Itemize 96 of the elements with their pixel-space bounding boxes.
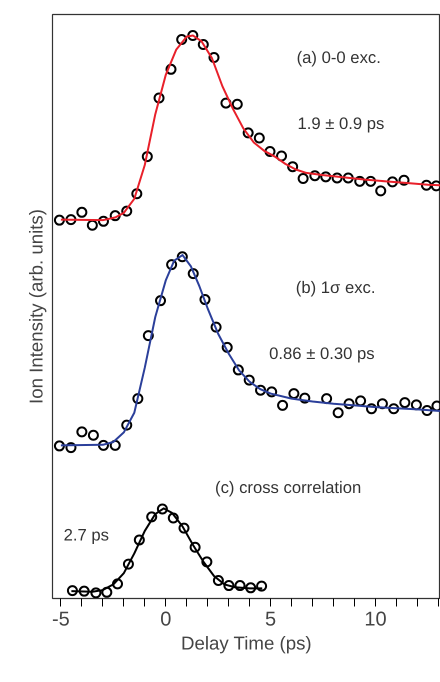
point (244, 374, 255, 386)
point (142, 151, 153, 162)
point (146, 511, 158, 522)
point (88, 430, 99, 441)
annotation: (a) 0-0 exc. (296, 48, 381, 67)
point (220, 98, 232, 109)
annotation: 1.9 ± 0.9 ps (297, 114, 384, 133)
point (298, 173, 309, 184)
point (332, 407, 344, 418)
point (110, 210, 121, 222)
point (399, 397, 410, 408)
point (187, 30, 198, 42)
point (201, 556, 212, 568)
point (321, 393, 332, 404)
point (276, 150, 288, 162)
point (299, 392, 310, 404)
point (121, 420, 132, 431)
point (422, 404, 433, 416)
point (208, 52, 220, 63)
point (264, 146, 276, 157)
point (342, 172, 354, 184)
point (354, 176, 366, 187)
point (66, 585, 78, 596)
point (76, 206, 88, 218)
point (166, 259, 178, 270)
point (398, 174, 410, 186)
x-tick-label: 0 (160, 608, 172, 630)
point (178, 522, 190, 534)
point (266, 386, 278, 398)
point (232, 98, 243, 110)
point (420, 180, 432, 191)
point (131, 188, 142, 200)
point (223, 580, 234, 592)
y-axis-title: Ion Intensity (arb. units) (26, 209, 46, 404)
point (122, 558, 134, 570)
point (65, 214, 76, 226)
annotation: 0.86 ± 0.30 ps (269, 344, 375, 364)
point (86, 220, 98, 231)
point (168, 512, 179, 524)
point (256, 580, 268, 592)
x-tick-label: 10 (364, 608, 387, 630)
point (245, 582, 256, 594)
point (277, 400, 288, 411)
point (132, 393, 144, 404)
annotation: 2.7 ps (64, 525, 109, 544)
point (165, 64, 176, 75)
point (344, 398, 355, 410)
point (242, 127, 254, 138)
point (156, 503, 168, 514)
point (198, 39, 209, 50)
point (78, 586, 90, 597)
point (54, 214, 65, 226)
point (255, 384, 266, 396)
point (222, 342, 233, 353)
point (232, 364, 244, 376)
point (376, 398, 388, 410)
point (134, 534, 145, 546)
point (386, 176, 398, 188)
point (210, 322, 222, 333)
point (98, 216, 109, 227)
point (355, 395, 366, 406)
point (101, 586, 112, 598)
point (410, 399, 422, 410)
point (212, 574, 224, 586)
annotation: (b) 1σ exc. (296, 278, 376, 298)
point (154, 92, 165, 104)
point (98, 440, 109, 451)
point (54, 440, 65, 452)
x-axis-title: Delay Time (ps) (181, 632, 312, 654)
point (199, 294, 210, 306)
point (375, 185, 386, 196)
x-tick-label: -5 (52, 608, 70, 630)
point (142, 330, 154, 342)
point (90, 587, 102, 598)
point (110, 440, 121, 451)
point (288, 388, 300, 400)
point (366, 403, 377, 414)
point (309, 170, 320, 182)
point (65, 442, 76, 454)
point (76, 426, 88, 438)
point (320, 171, 332, 182)
point (155, 295, 166, 306)
point (234, 580, 246, 592)
annotation: (c) cross correlation (215, 478, 362, 498)
point (287, 161, 298, 172)
x-tick-label: 5 (265, 608, 276, 630)
point (188, 268, 199, 280)
point (176, 34, 188, 45)
point (112, 578, 124, 590)
point (254, 132, 265, 144)
point (176, 251, 188, 262)
point (190, 542, 201, 553)
point (332, 172, 343, 184)
point (365, 176, 376, 187)
point (121, 206, 132, 217)
point (388, 403, 400, 414)
